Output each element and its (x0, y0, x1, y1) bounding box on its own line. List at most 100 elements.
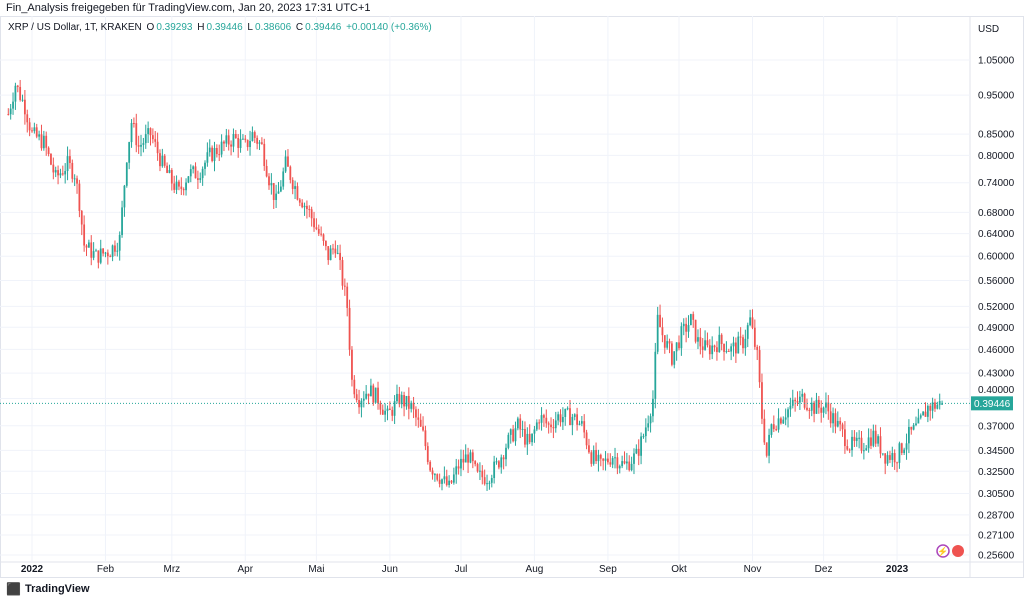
candle-body (671, 343, 673, 365)
candle-body (320, 233, 323, 235)
candle-body (794, 399, 797, 402)
candle-body (533, 429, 536, 434)
candle-body (789, 405, 792, 410)
candle-body (215, 147, 218, 155)
price-tick-label: 0.46000 (978, 345, 1015, 356)
candle-body (611, 458, 614, 465)
candle-body (99, 248, 102, 263)
candle-body (716, 347, 718, 353)
time-tick-label: 2023 (886, 564, 909, 575)
candle-body (528, 433, 531, 443)
symbol-label[interactable]: XRP / US Dollar, 1T, KRAKEN (8, 22, 142, 33)
candle-body (341, 260, 344, 286)
candle-body (116, 250, 119, 252)
candle-body (758, 350, 761, 383)
candle-body (443, 476, 446, 480)
time-tick-label: Jul (455, 564, 468, 575)
price-tick-label: 0.64000 (978, 229, 1015, 240)
candle-body (905, 443, 908, 450)
candle-body (678, 342, 680, 349)
candle-body (727, 350, 730, 352)
candle-body (242, 138, 244, 140)
candle-body (415, 409, 417, 418)
candle-body (941, 403, 943, 405)
candle-body (749, 317, 752, 326)
time-tick-label: Okt (671, 564, 687, 575)
candle-body (9, 108, 12, 115)
candle-body (40, 134, 43, 149)
candle-body (111, 245, 114, 257)
candle-body (239, 138, 242, 148)
candle-body (154, 139, 157, 142)
candle-body (104, 252, 107, 254)
high-value: 0.39446 (206, 22, 243, 33)
candle-body (185, 182, 187, 191)
candle-body (592, 450, 595, 464)
candle-body (910, 426, 913, 430)
candle-body (853, 436, 856, 441)
tradingview-footer: ⬛ TradingView (6, 582, 90, 596)
candle-body (493, 461, 496, 479)
candle-body (661, 327, 664, 336)
time-tick-label: Jun (382, 564, 398, 575)
candle-body (633, 453, 635, 464)
candle-body (908, 426, 910, 444)
candle-body (753, 327, 756, 347)
candle-body (384, 410, 387, 415)
candle-body (417, 417, 420, 420)
candle-body (192, 166, 195, 170)
candle-body (618, 466, 621, 469)
candle-body (441, 479, 443, 484)
candle-body (919, 415, 922, 418)
candle-body (514, 428, 517, 442)
candle-body (391, 409, 394, 416)
candle-body (159, 153, 161, 167)
candle-body (474, 461, 477, 465)
candle-body (770, 424, 773, 435)
candle-body (50, 153, 52, 165)
candle-body (761, 382, 763, 419)
candle-body (256, 137, 259, 144)
candle-body (272, 183, 275, 201)
candle-body (232, 134, 235, 147)
candle-body (817, 399, 820, 408)
price-chart[interactable]: USD 1.05000 0.95000 0.85000 0.80000 0.74000 0.… (0, 0, 1024, 580)
candle-body (7, 114, 10, 116)
price-tick-label: 0.32500 (978, 467, 1015, 478)
candle-body (52, 164, 55, 173)
candle-body (839, 420, 842, 425)
candle-body (554, 420, 557, 429)
candle-body (182, 189, 185, 191)
candle-body (844, 429, 846, 447)
candle-body (680, 326, 683, 349)
candle-body (832, 413, 834, 424)
candle-body (630, 463, 633, 471)
time-tick-label: Feb (97, 564, 115, 575)
candle-body (547, 423, 550, 425)
candle-body (609, 462, 612, 465)
candle-body (85, 245, 88, 248)
candle-body (336, 252, 339, 254)
time-tick-label: 2022 (21, 564, 44, 575)
candle-body (666, 341, 669, 348)
candle-body (452, 474, 455, 483)
candle-body (358, 399, 360, 408)
candle-body (877, 436, 879, 444)
candle-body (879, 436, 882, 454)
candle-body (834, 413, 837, 427)
price-tick-label: 0.28700 (978, 510, 1015, 521)
candle-body (915, 423, 917, 426)
candle-body (723, 344, 725, 352)
last-price-label: 0.39446 (974, 399, 1011, 410)
candle-body (434, 474, 436, 476)
candle-body (806, 407, 808, 410)
candle-body (545, 417, 548, 424)
candle-body (649, 416, 652, 424)
candle-body (227, 135, 230, 145)
candle-body (125, 162, 128, 186)
candle-body (566, 408, 569, 410)
candle-body (713, 345, 716, 348)
candle-body (407, 395, 410, 409)
candle-body (732, 342, 735, 347)
candle-body (652, 398, 654, 417)
